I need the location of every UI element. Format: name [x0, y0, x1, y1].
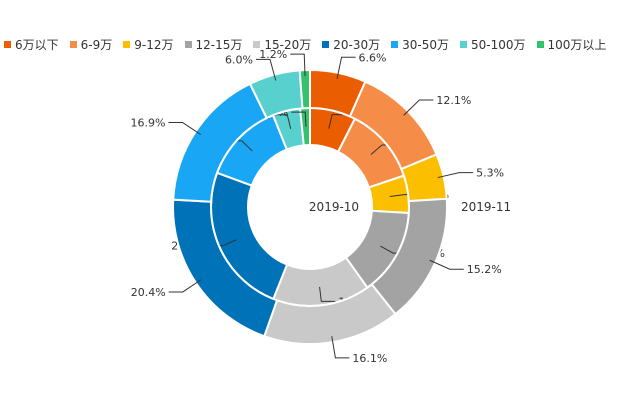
- leader-line: [168, 121, 202, 136]
- leader-line: [290, 53, 306, 77]
- legend-label: 30-50万: [402, 37, 449, 52]
- legend-swatch: [69, 40, 77, 48]
- legend-label: 6万以下: [15, 37, 59, 52]
- legend-swatch: [123, 40, 131, 48]
- legend-item[interactable]: 50-100万: [460, 36, 526, 53]
- legend-item[interactable]: 15-20万: [253, 36, 311, 53]
- leader-line: [319, 286, 336, 302]
- legend-swatch: [460, 40, 467, 48]
- leader-line: [403, 99, 434, 116]
- leader-line: [437, 172, 474, 179]
- legend-item[interactable]: 6-9万: [69, 36, 113, 53]
- legend-swatch: [184, 40, 192, 48]
- leader-line: [256, 58, 277, 81]
- leader-line: [429, 259, 464, 270]
- data-label: 16.9%: [131, 116, 166, 129]
- pie-slice[interactable]: [298, 68, 311, 110]
- legend-label: 6-9万: [80, 37, 113, 52]
- data-label: 6.6%: [359, 51, 387, 64]
- data-label: 20.4%: [131, 286, 166, 299]
- legend-item[interactable]: 100万以上: [536, 36, 607, 53]
- legend-item[interactable]: 9-12万: [123, 36, 174, 53]
- legend-item[interactable]: 6万以下: [4, 36, 59, 53]
- leader-line: [328, 114, 347, 129]
- legend-label: 9-12万: [134, 37, 174, 52]
- legend-label: 100万以上: [547, 37, 607, 52]
- legend-swatch: [391, 40, 399, 48]
- leader-line: [291, 111, 307, 127]
- legend-swatch: [253, 40, 261, 48]
- legend-item[interactable]: 20-30万: [322, 36, 380, 53]
- legend-item[interactable]: 12-15万: [184, 36, 243, 53]
- data-label: 12.1%: [436, 94, 471, 107]
- series-name-outer: 2019-11: [461, 200, 511, 214]
- legend-label: 20-30万: [333, 37, 381, 52]
- data-label: 5.3%: [476, 167, 504, 180]
- data-label: 6.0%: [225, 53, 253, 66]
- data-label: 16.1%: [352, 352, 387, 365]
- legend-label: 15-20万: [264, 37, 312, 52]
- legend: 6万以下 6-9万 9-12万 12-15万 15-20万 20-30万 30-50万 50-…: [4, 36, 606, 52]
- legend-label: 50-100万: [471, 37, 526, 52]
- legend-item[interactable]: 30-50万: [391, 36, 449, 53]
- legend-swatch: [536, 40, 544, 48]
- series-outer-ring: 6.6% 12.1% 5.3% 15.2% 16.1% 20.4% 16.9% 6.0% 1.2…: [131, 48, 505, 365]
- leader-line: [336, 56, 356, 79]
- data-label: 1.2%: [259, 48, 287, 61]
- leader-line: [331, 336, 350, 359]
- legend-swatch: [4, 40, 11, 48]
- data-label: 15.2%: [467, 263, 502, 276]
- legend-swatch: [322, 40, 330, 48]
- leader-line: [168, 279, 202, 293]
- series-name-inner: 2019-10: [309, 200, 359, 214]
- leader-line: [273, 114, 292, 129]
- legend-label: 12-15万: [195, 37, 243, 52]
